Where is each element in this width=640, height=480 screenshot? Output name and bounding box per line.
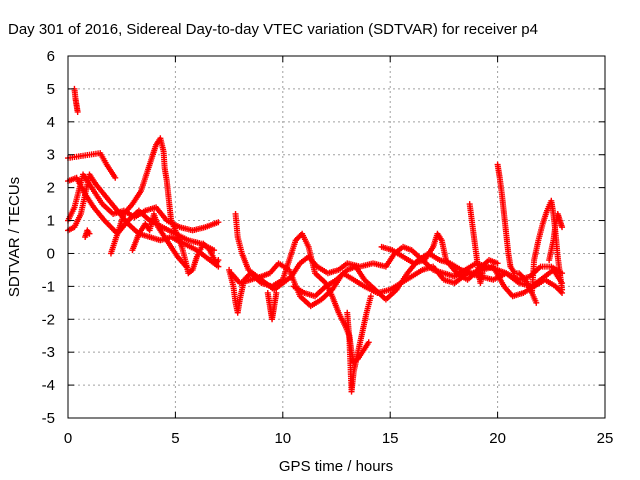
y-axis-label: SDTVAR / TECUs <box>6 177 23 297</box>
data-point <box>215 257 222 264</box>
chart-title: Day 301 of 2016, Sidereal Day-to-day VTE… <box>8 21 538 38</box>
data-track <box>71 85 81 115</box>
data-point <box>367 293 374 300</box>
y-tick-label: -5 <box>42 410 55 427</box>
data-track <box>82 227 93 240</box>
data-point <box>74 108 81 115</box>
x-axis-label: GPS time / hours <box>279 458 393 475</box>
data-point <box>559 224 566 231</box>
x-tick-label: 20 <box>489 430 506 447</box>
y-tick-label: 5 <box>47 81 55 98</box>
data-point <box>559 286 566 293</box>
data-point <box>533 299 540 306</box>
y-tick-label: -2 <box>42 311 55 328</box>
y-tick-label: 4 <box>47 114 55 131</box>
data-track <box>466 201 486 287</box>
data-point <box>215 263 222 270</box>
data-track <box>528 197 566 296</box>
y-tick-label: 6 <box>47 48 55 65</box>
tick-labels: 0 5 10 15 20 25 -5 -4 -3 -2 -1 0 1 2 3 4 5 6 <box>42 48 614 447</box>
data-points <box>65 85 566 395</box>
data-point <box>273 289 280 296</box>
y-tick-label: -3 <box>42 344 55 361</box>
data-track <box>546 210 566 264</box>
y-tick-label: 3 <box>47 147 55 164</box>
x-tick-label: 25 <box>597 430 614 447</box>
data-track <box>264 289 280 323</box>
data-point <box>365 339 372 346</box>
data-point <box>112 174 119 181</box>
y-tick-label: -4 <box>42 377 55 394</box>
y-tick-label: -1 <box>42 278 55 295</box>
data-track <box>344 293 374 395</box>
x-tick-label: 0 <box>64 430 72 447</box>
plot-frame <box>67 55 606 419</box>
x-tick-label: 15 <box>382 430 399 447</box>
axis-ticks <box>67 55 606 419</box>
y-tick-label: 0 <box>47 245 55 262</box>
data-track <box>378 230 501 283</box>
data-track <box>65 171 222 270</box>
x-tick-label: 5 <box>171 430 179 447</box>
data-point <box>479 270 486 277</box>
y-tick-label: 1 <box>47 213 55 230</box>
data-point <box>494 260 501 267</box>
x-tick-label: 10 <box>274 430 291 447</box>
data-track <box>129 210 190 270</box>
data-point <box>183 263 190 270</box>
data-point <box>86 230 93 237</box>
data-point <box>215 219 222 226</box>
y-tick-label: 2 <box>47 180 55 197</box>
